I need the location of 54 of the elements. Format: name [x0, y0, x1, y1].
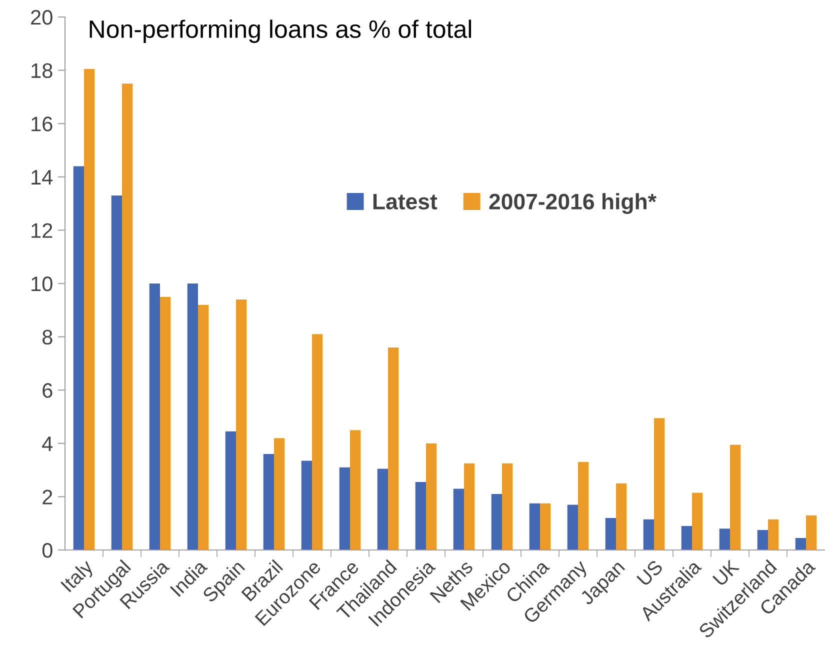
bar — [529, 503, 540, 550]
bar — [84, 68, 95, 550]
bar — [453, 488, 464, 550]
bar — [160, 296, 171, 550]
bar — [605, 518, 616, 550]
legend-label: Latest — [373, 194, 438, 210]
y-tick-label: 6 — [42, 383, 52, 398]
legend-label: 2007-2016 high* — [489, 193, 656, 214]
bar — [464, 463, 475, 550]
y-tick-label: 18 — [32, 63, 52, 78]
y-tick-label: 2 — [42, 490, 52, 504]
y-tick-label: 10 — [32, 276, 52, 292]
y-tick-label: 16 — [32, 116, 52, 132]
bar — [502, 463, 513, 550]
bar — [578, 462, 589, 550]
bar — [654, 418, 665, 550]
y-tick-label: 20 — [31, 10, 52, 25]
bar — [768, 519, 779, 550]
bar — [301, 460, 312, 550]
bar — [149, 284, 160, 550]
bar — [339, 467, 350, 550]
bar — [312, 334, 323, 550]
bar — [225, 431, 236, 550]
y-tick-label: 14 — [32, 170, 53, 184]
bar — [122, 84, 133, 550]
y-tick-label: 0 — [42, 543, 52, 558]
bar — [795, 538, 806, 550]
bar — [540, 503, 551, 550]
bar — [274, 438, 285, 550]
bar — [491, 494, 502, 550]
bar — [415, 482, 426, 550]
bar — [73, 166, 84, 550]
bar — [567, 504, 578, 550]
bar — [426, 443, 437, 550]
bar — [198, 304, 209, 550]
bar — [643, 519, 654, 550]
y-tick-label: 4 — [42, 436, 53, 451]
bar — [187, 284, 198, 550]
bar — [730, 444, 741, 550]
bar — [236, 299, 247, 550]
bar — [719, 528, 730, 550]
bar — [692, 492, 703, 550]
bar — [806, 515, 817, 550]
y-tick-label: 8 — [42, 330, 52, 345]
bar — [377, 468, 388, 550]
bar — [350, 430, 361, 550]
bar — [757, 530, 768, 550]
y-tick-label: 12 — [32, 223, 52, 238]
bar — [616, 483, 627, 550]
bar — [263, 454, 274, 550]
bar — [681, 526, 692, 550]
bar — [388, 347, 399, 550]
chart-title: Non-performing loans as % of total — [90, 20, 472, 43]
bar — [111, 196, 122, 550]
